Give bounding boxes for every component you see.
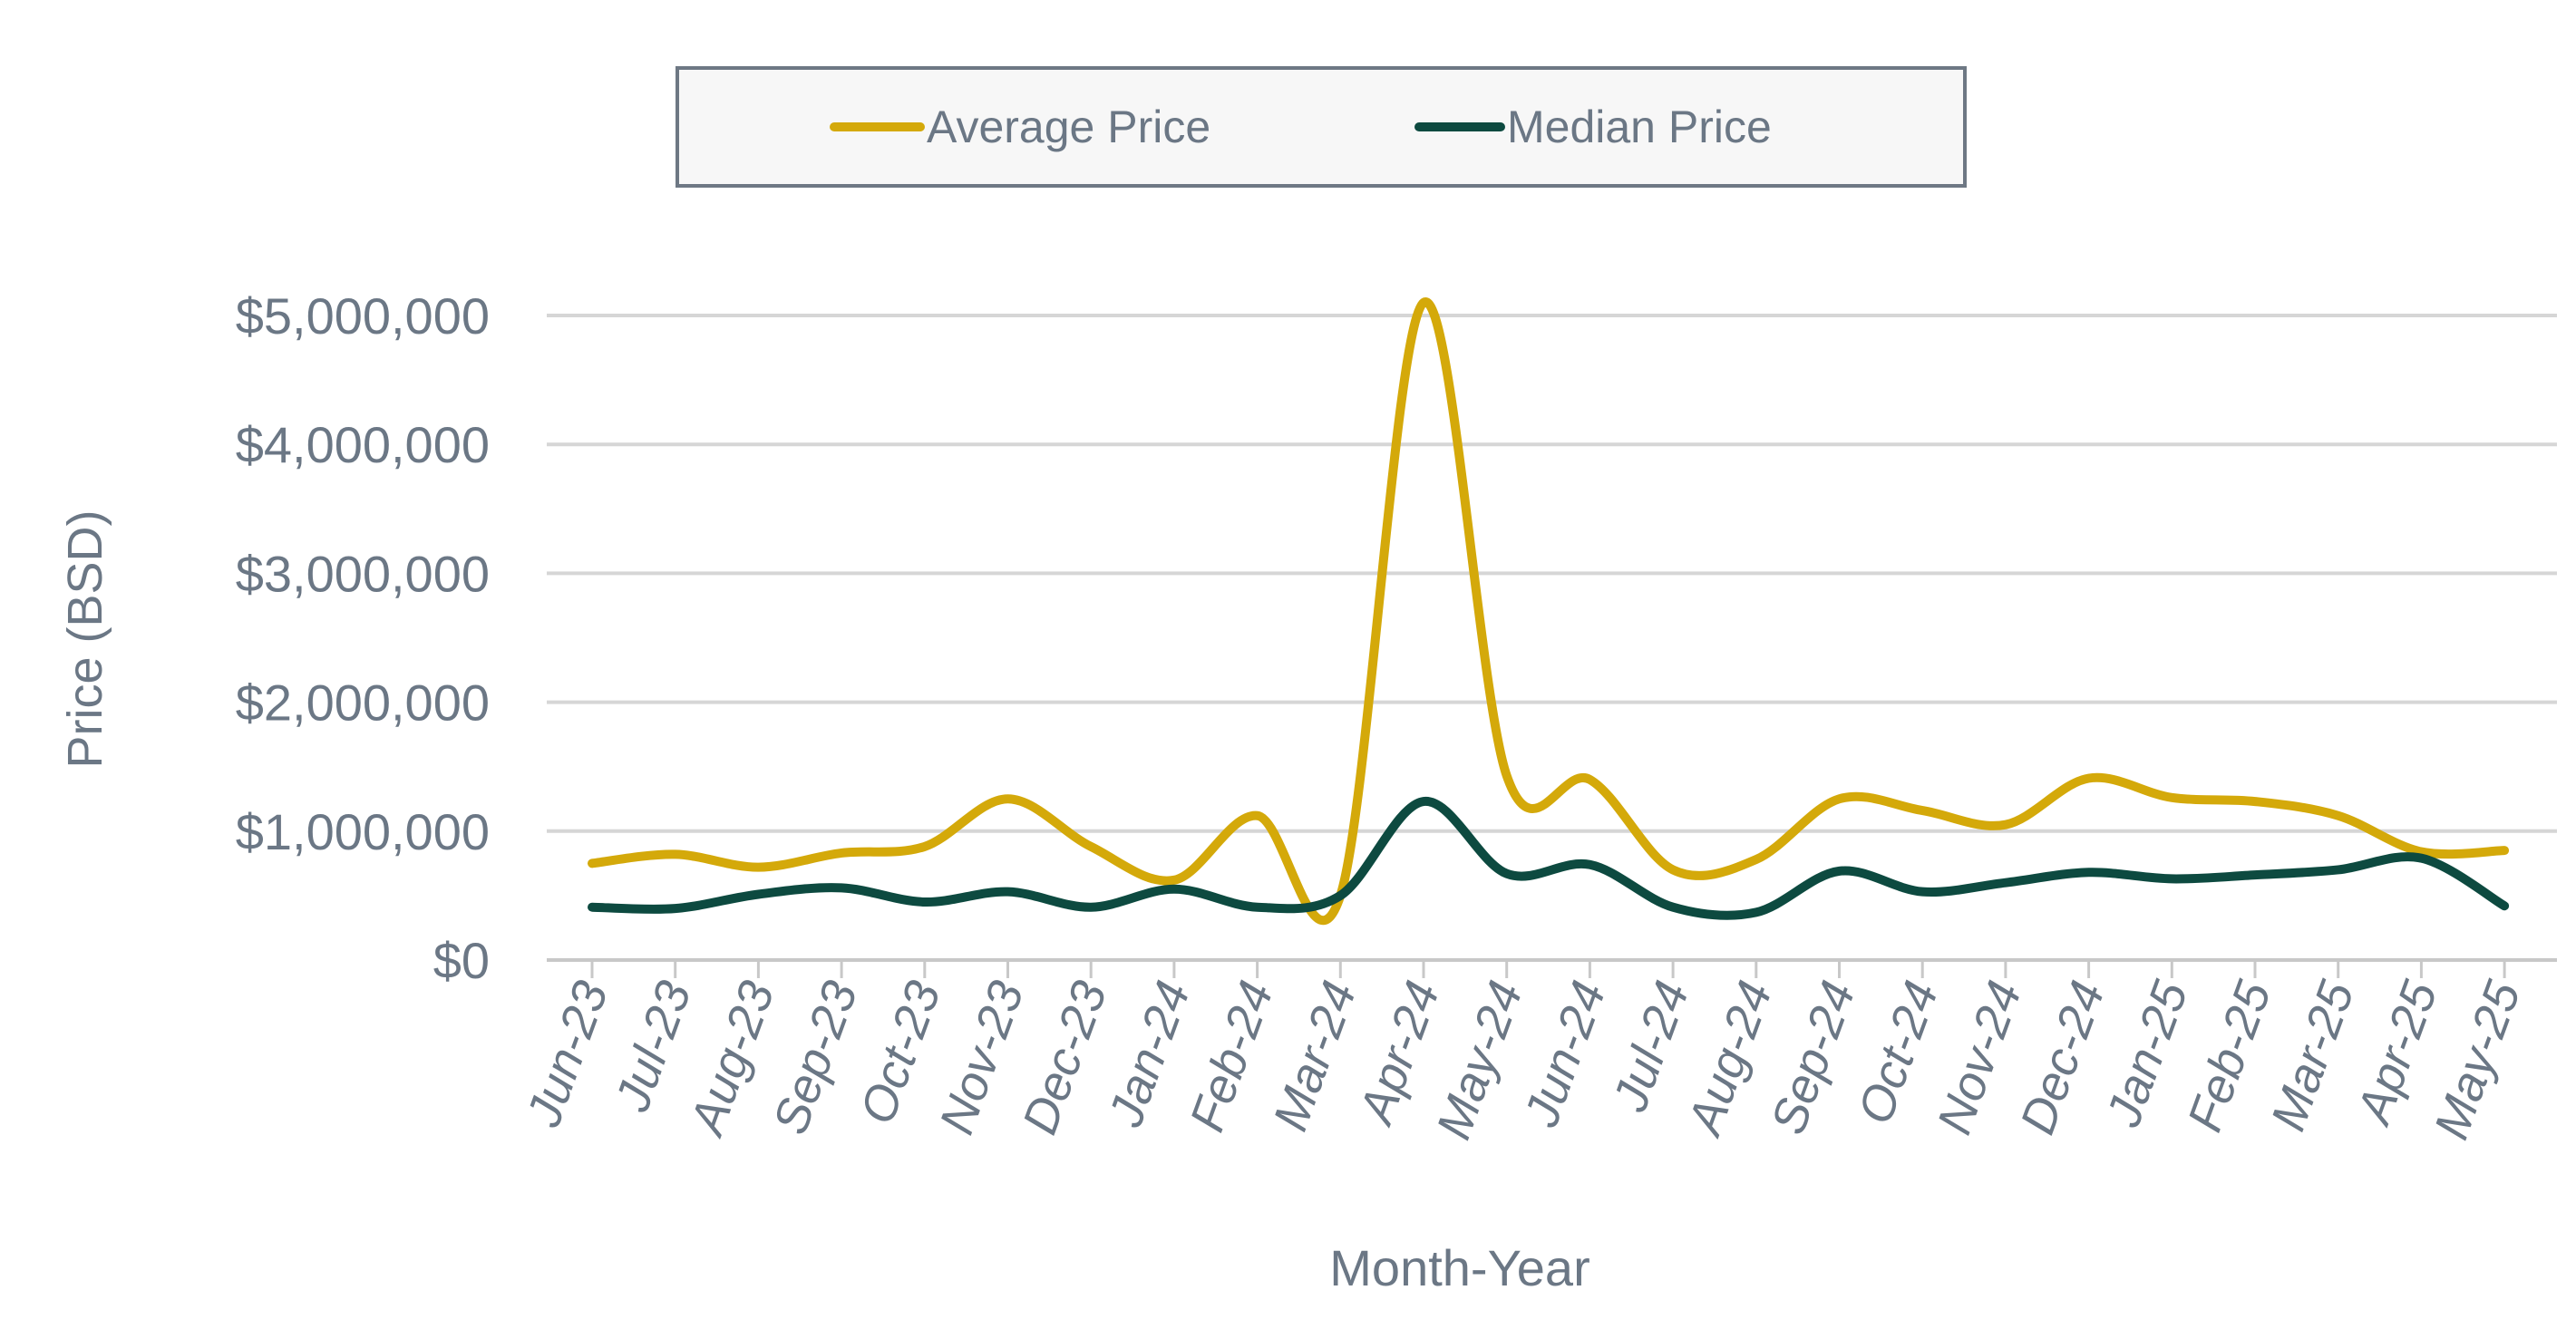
legend-label-average-price: Average Price bbox=[927, 102, 1210, 152]
x-tick-label: Jun-23 bbox=[516, 975, 618, 1135]
x-axis: Jun-23Jul-23Aug-23Sep-23Oct-23Nov-23Dec-… bbox=[516, 960, 2532, 1146]
x-axis-title: Month-Year bbox=[1329, 1239, 1589, 1296]
x-tick-label: Jul-23 bbox=[605, 975, 702, 1120]
y-axis-title: Price (BSD) bbox=[58, 509, 112, 768]
gridlines bbox=[547, 314, 2557, 962]
legend: Average Price Median Price bbox=[676, 66, 1967, 188]
legend-label-median-price: Median Price bbox=[1507, 102, 1772, 152]
y-tick-label: $3,000,000 bbox=[236, 545, 490, 602]
y-tick-label: $5,000,000 bbox=[236, 287, 490, 344]
series-line-average-price bbox=[588, 297, 2510, 926]
series-lines bbox=[588, 297, 2510, 926]
y-tick-label: $4,000,000 bbox=[236, 416, 490, 473]
y-tick-label: $1,000,000 bbox=[236, 803, 490, 860]
series-line-median-price bbox=[588, 797, 2510, 920]
x-tick-label: Jul-24 bbox=[1602, 975, 1699, 1120]
y-tick-label: $2,000,000 bbox=[236, 674, 490, 732]
y-axis-ticks: $0 $1,000,000 $2,000,000 $3,000,000 $4,000,0… bbox=[236, 287, 490, 989]
y-tick-label: $0 bbox=[433, 932, 490, 989]
